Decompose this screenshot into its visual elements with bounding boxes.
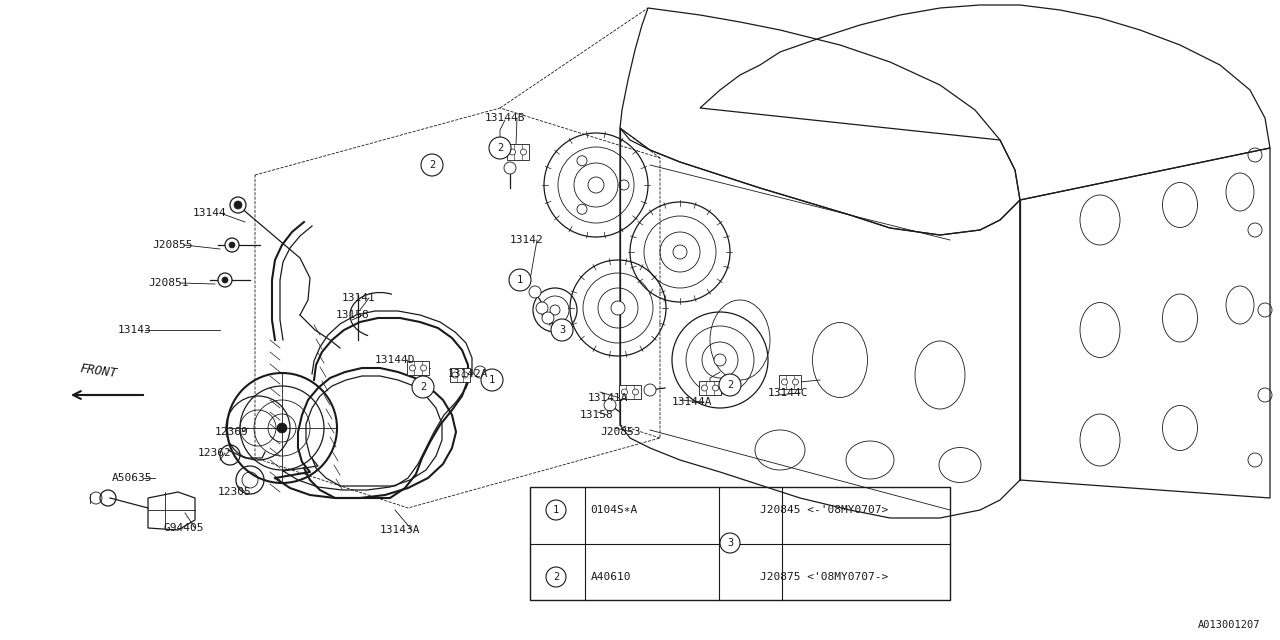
Text: J20853: J20853: [600, 427, 640, 437]
Text: 13142: 13142: [509, 235, 544, 245]
Circle shape: [229, 242, 236, 248]
Circle shape: [541, 312, 554, 324]
Text: 12305: 12305: [218, 487, 252, 497]
Circle shape: [509, 149, 516, 155]
Circle shape: [462, 372, 468, 378]
Circle shape: [529, 286, 541, 298]
Text: 2: 2: [497, 143, 503, 153]
Circle shape: [714, 354, 726, 366]
Circle shape: [588, 177, 604, 193]
Text: 3: 3: [559, 325, 566, 335]
Text: A013001207: A013001207: [1198, 620, 1260, 630]
Circle shape: [421, 154, 443, 176]
Text: G94405: G94405: [163, 523, 204, 533]
Bar: [699, 381, 721, 395]
Circle shape: [521, 149, 526, 155]
Circle shape: [276, 423, 287, 433]
Circle shape: [622, 389, 627, 395]
Text: 13141: 13141: [342, 293, 376, 303]
Text: 13144D: 13144D: [375, 355, 416, 365]
Text: A40610: A40610: [590, 572, 631, 582]
Circle shape: [792, 379, 799, 385]
Text: 2: 2: [727, 380, 733, 390]
Text: 13142A: 13142A: [448, 369, 489, 379]
Circle shape: [412, 376, 434, 398]
Bar: [507, 144, 529, 160]
Circle shape: [536, 302, 548, 314]
Bar: [780, 375, 801, 389]
Bar: [407, 361, 429, 375]
Circle shape: [509, 269, 531, 291]
Circle shape: [218, 273, 232, 287]
Circle shape: [719, 533, 740, 553]
Text: J20875 <'08MY0707->: J20875 <'08MY0707->: [760, 572, 888, 582]
Text: 2: 2: [429, 160, 435, 170]
Circle shape: [452, 372, 458, 378]
Circle shape: [701, 385, 708, 391]
Text: J20845 <-'08MY0707>: J20845 <-'08MY0707>: [760, 505, 888, 515]
Circle shape: [550, 305, 561, 315]
Text: 13144: 13144: [193, 208, 227, 218]
Text: 2: 2: [420, 382, 426, 392]
Circle shape: [550, 319, 573, 341]
Circle shape: [421, 365, 426, 371]
Text: 13144B: 13144B: [485, 113, 526, 123]
Circle shape: [489, 137, 511, 159]
Text: 12362: 12362: [198, 448, 232, 458]
Circle shape: [504, 162, 516, 174]
Text: 1: 1: [517, 275, 524, 285]
Text: 13158: 13158: [335, 310, 370, 320]
Circle shape: [474, 366, 486, 378]
Circle shape: [410, 365, 416, 371]
Circle shape: [481, 369, 503, 391]
Circle shape: [713, 385, 718, 391]
Text: 13141A: 13141A: [588, 393, 628, 403]
Circle shape: [547, 567, 566, 587]
Circle shape: [632, 389, 639, 395]
Circle shape: [673, 245, 687, 259]
Text: 2: 2: [553, 572, 559, 582]
Text: FRONT: FRONT: [78, 362, 118, 380]
Text: 3: 3: [727, 538, 733, 548]
Circle shape: [604, 399, 616, 411]
Circle shape: [782, 379, 787, 385]
Text: 13144A: 13144A: [672, 397, 713, 407]
Text: 12369: 12369: [215, 427, 248, 437]
Circle shape: [719, 374, 741, 396]
Text: 0104S∗A: 0104S∗A: [590, 505, 637, 515]
Circle shape: [611, 301, 625, 315]
Text: 13144C: 13144C: [768, 388, 809, 398]
Bar: [451, 368, 470, 382]
Text: A50635: A50635: [113, 473, 152, 483]
Text: 13158: 13158: [580, 410, 613, 420]
Text: J20855: J20855: [152, 240, 192, 250]
Circle shape: [221, 277, 228, 283]
Circle shape: [234, 201, 242, 209]
Text: 13143A: 13143A: [380, 525, 421, 535]
Text: J20851: J20851: [148, 278, 188, 288]
Circle shape: [644, 384, 657, 396]
Circle shape: [547, 500, 566, 520]
Circle shape: [230, 197, 246, 213]
Text: 1: 1: [553, 505, 559, 515]
Text: 13143: 13143: [118, 325, 152, 335]
Circle shape: [225, 238, 239, 252]
Text: 1: 1: [489, 375, 495, 385]
Bar: [620, 385, 641, 399]
